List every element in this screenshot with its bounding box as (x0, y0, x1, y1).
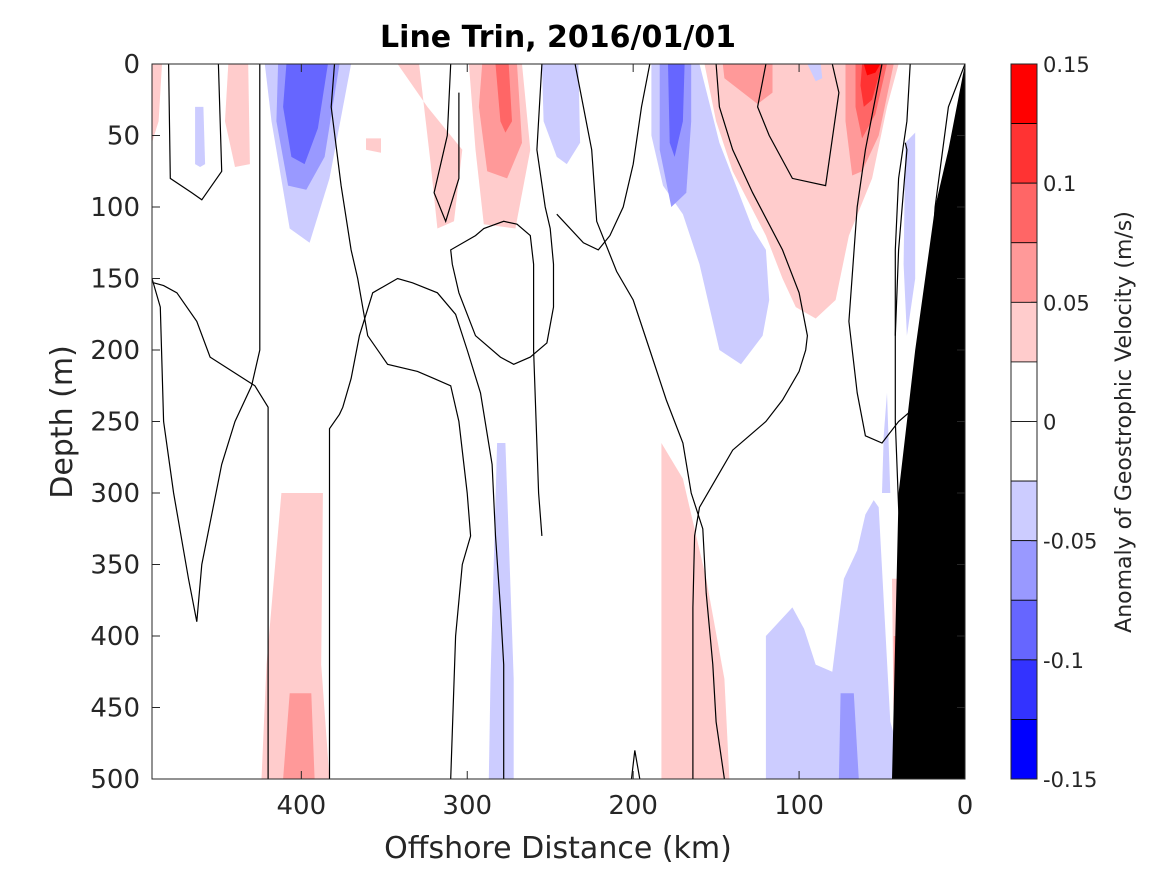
colorbar-tick-label: -0.1 (1043, 649, 1084, 673)
y-tick-label: 50 (107, 122, 140, 152)
zero-contour-lines (151, 63, 966, 780)
velocity-contour-region (838, 693, 859, 779)
colorbar-label: Anomaly of Geostrophic Velocity (m/s) (1112, 211, 1137, 633)
colorbar-swatch (1010, 599, 1038, 661)
axes: 400 300 200 100 0 0 50 100 150 200 250 300 350 400 450… (90, 50, 973, 821)
velocity-contour-region (261, 493, 330, 779)
colorbar-swatch (1010, 123, 1038, 184)
colorbar-swatch (1010, 659, 1038, 720)
velocity-contour-region (366, 138, 381, 153)
zero-contour-line (692, 63, 809, 779)
velocity-contour-region (860, 64, 882, 107)
y-tick-label: 350 (90, 551, 140, 581)
colorbar-swatch (1010, 242, 1038, 303)
y-tick-label: 250 (90, 408, 140, 438)
x-tick-label: 100 (774, 791, 824, 821)
velocity-contour-region (195, 106, 206, 167)
zero-contour-line (450, 63, 555, 536)
zero-contour-line (630, 750, 641, 780)
y-tick-label: 500 (90, 765, 140, 795)
x-tick-label: 0 (957, 791, 974, 821)
y-tick-label: 100 (90, 193, 140, 223)
zero-contour-line (756, 63, 840, 187)
colorbar-tick-label: -0.05 (1043, 530, 1097, 554)
velocity-contour-region (283, 64, 328, 165)
colorbar-swatch (1010, 719, 1038, 780)
y-tick-label: 200 (90, 336, 140, 366)
zero-contour-line (330, 63, 472, 780)
velocity-contour-region (495, 64, 512, 133)
colorbar-swatch (1010, 361, 1038, 422)
y-tick-label: 300 (90, 479, 140, 509)
y-tick-label: 0 (123, 50, 140, 80)
velocity-contour-region (541, 64, 581, 165)
bathymetry-mask (892, 64, 965, 779)
x-tick-label: 400 (277, 791, 327, 821)
velocity-contour-region (397, 64, 463, 229)
colorbar-tick-label: 0.1 (1043, 172, 1076, 196)
x-tick-label: 200 (608, 791, 658, 821)
colorbar: 0.15 0.1 0.05 0 -0.05 -0.1 -0.15 (1010, 53, 1097, 792)
zero-contour-line (328, 277, 505, 779)
zero-contour-line (556, 63, 651, 251)
zero-contour-line (894, 142, 908, 336)
zero-contour-line (151, 64, 261, 622)
zero-contour-line (168, 63, 223, 201)
velocity-contour-region (668, 64, 685, 157)
zero-contour-line (574, 63, 725, 780)
velocity-contour-region (807, 64, 823, 82)
colorbar-tick-label: -0.15 (1043, 768, 1097, 792)
colorbar-tick-label: 0 (1043, 411, 1056, 435)
colorbar-tick-label: 0.05 (1043, 291, 1090, 315)
colorbar-swatch (1010, 63, 1038, 124)
y-axis-label: Depth (m) (45, 345, 80, 499)
velocity-contour-region (863, 64, 881, 76)
chart-title: Line Trin, 2016/01/01 (380, 20, 736, 55)
zero-contour-line (433, 63, 460, 224)
colorbar-swatch (1010, 421, 1038, 482)
colorbar-swatch (1010, 540, 1038, 601)
colorbar-swatch (1010, 480, 1038, 542)
zero-contour-line (153, 282, 269, 779)
colorbar-swatch (1010, 182, 1038, 244)
velocity-contour-region (283, 693, 315, 779)
y-tick-label: 400 (90, 622, 140, 652)
colorbar-swatch (1010, 301, 1038, 363)
x-axis-label: Offshore Distance (km) (384, 831, 732, 866)
velocity-contour-region (903, 132, 916, 336)
y-tick-label: 150 (90, 265, 140, 295)
velocity-contour-region (152, 64, 162, 143)
velocity-contour-region (882, 392, 891, 493)
y-tick-label: 450 (90, 694, 140, 724)
plot-area (152, 64, 965, 779)
velocity-contour-region (765, 500, 907, 779)
x-tick-label: 300 (442, 791, 492, 821)
velocity-contour-region (225, 64, 250, 167)
velocity-contour-region (661, 443, 730, 779)
colorbar-tick-label: 0.15 (1043, 53, 1090, 77)
